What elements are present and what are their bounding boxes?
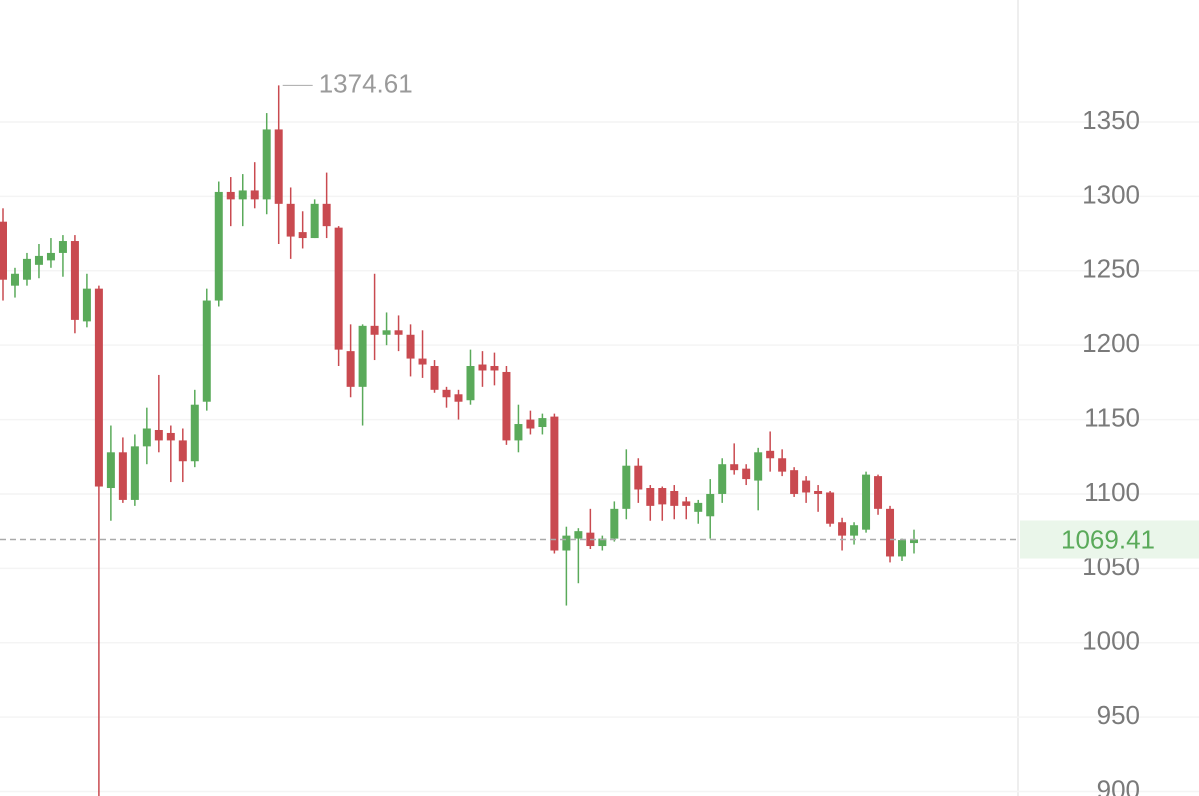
- candle-body: [574, 531, 583, 539]
- candle-body: [130, 446, 139, 500]
- candle-body: [526, 419, 535, 429]
- candle-body: [550, 416, 559, 551]
- y-tick-label: 1100: [1084, 477, 1140, 507]
- candle-body: [10, 273, 19, 286]
- candle-body: [226, 191, 235, 200]
- candle-body: [238, 190, 247, 200]
- candle-body: [34, 255, 43, 265]
- candle-body: [0, 221, 7, 280]
- candle-body: [94, 288, 103, 487]
- candle-body: [478, 364, 487, 371]
- candle-body: [178, 440, 187, 462]
- candle-body: [682, 501, 691, 506]
- candle-body: [370, 325, 379, 335]
- candle-body: [250, 190, 259, 200]
- candle-body: [850, 525, 859, 536]
- candle-body: [514, 424, 523, 441]
- candle-body: [214, 191, 223, 301]
- candle-body: [46, 252, 55, 261]
- candle-body: [886, 508, 895, 557]
- candle-body: [622, 465, 631, 509]
- candle-body: [910, 539, 918, 544]
- candle-body: [310, 203, 319, 239]
- candle-body: [598, 538, 607, 547]
- candle-body: [382, 330, 391, 335]
- candle-body: [262, 129, 271, 200]
- candle-body: [298, 232, 307, 239]
- y-tick-label: 1000: [1082, 626, 1140, 656]
- candle-body: [694, 502, 703, 512]
- y-tick-label: 1200: [1082, 328, 1140, 358]
- y-tick-label: 1150: [1084, 402, 1140, 432]
- candle-body: [610, 508, 619, 539]
- candle-body: [358, 325, 367, 387]
- y-tick-label: 1250: [1082, 254, 1140, 284]
- candle-body: [898, 540, 907, 557]
- candle-body: [766, 450, 775, 459]
- candle-body: [718, 464, 727, 494]
- candle-body: [322, 203, 331, 227]
- candle-body: [154, 429, 163, 441]
- candle-body: [190, 404, 199, 462]
- candle-body: [562, 535, 571, 551]
- candle-body: [430, 366, 439, 390]
- y-tick-label: 900: [1097, 774, 1140, 796]
- y-tick-label: 950: [1097, 700, 1140, 730]
- candle-body: [826, 492, 835, 524]
- candle-body: [490, 366, 499, 371]
- candle-body: [442, 389, 451, 398]
- candle-body: [70, 241, 79, 320]
- candle-body: [670, 490, 679, 506]
- candle-body: [742, 468, 751, 480]
- candle-body: [454, 394, 463, 402]
- candle-body: [634, 465, 643, 490]
- last-price-box: [1020, 520, 1199, 559]
- candle-body: [802, 480, 811, 493]
- candle-body: [334, 227, 343, 350]
- candle-body: [394, 330, 403, 335]
- candle-body: [862, 474, 871, 530]
- candle-body: [346, 351, 355, 387]
- last-price-label: 1069.41: [1061, 524, 1155, 554]
- y-tick-label: 1350: [1082, 105, 1140, 135]
- candle-body: [790, 470, 799, 494]
- candle-body: [646, 488, 655, 506]
- y-tick-label: 1300: [1082, 179, 1140, 209]
- candle-body: [814, 490, 823, 494]
- candle-body: [838, 522, 847, 536]
- candle-body: [874, 476, 883, 509]
- candle-body: [538, 418, 547, 428]
- candle-body: [286, 203, 295, 237]
- candle-body: [754, 452, 763, 481]
- candle-body: [58, 241, 67, 253]
- candle-body: [106, 452, 115, 489]
- candle-body: [418, 358, 427, 365]
- candle-body: [202, 300, 211, 402]
- candle-body: [730, 464, 739, 471]
- candle-body: [466, 366, 475, 401]
- candle-body: [406, 334, 415, 359]
- candle-body: [274, 129, 283, 204]
- candle-body: [22, 258, 31, 280]
- candle-body: [502, 371, 511, 441]
- candle-body: [142, 428, 151, 447]
- candle-body: [658, 488, 667, 505]
- candle-body: [706, 493, 715, 517]
- candle-body: [778, 458, 787, 472]
- candle-body: [166, 432, 175, 441]
- candle-body: [118, 452, 127, 500]
- candle-body: [82, 288, 91, 322]
- max-label: 1374.61: [319, 68, 413, 98]
